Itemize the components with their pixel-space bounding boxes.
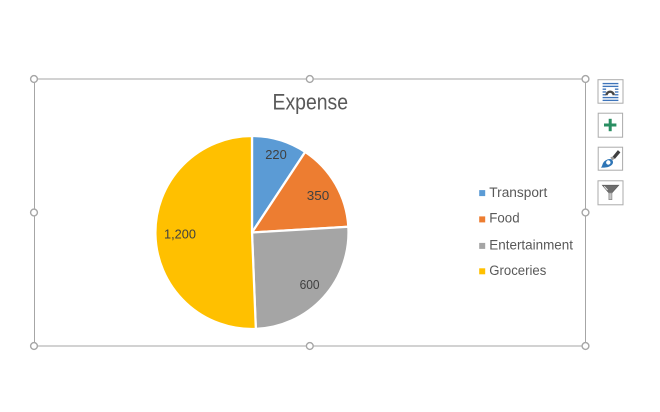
- svg-text:Entertainment: Entertainment: [489, 238, 573, 253]
- svg-text:1,200: 1,200: [164, 228, 196, 242]
- svg-text:350: 350: [307, 189, 330, 203]
- svg-text:Food: Food: [489, 211, 519, 226]
- svg-text:600: 600: [300, 278, 320, 292]
- svg-text:Transport: Transport: [489, 185, 547, 200]
- svg-text:220: 220: [265, 148, 287, 162]
- svg-text:Groceries: Groceries: [489, 263, 546, 278]
- svg-text:Expense: Expense: [273, 90, 349, 115]
